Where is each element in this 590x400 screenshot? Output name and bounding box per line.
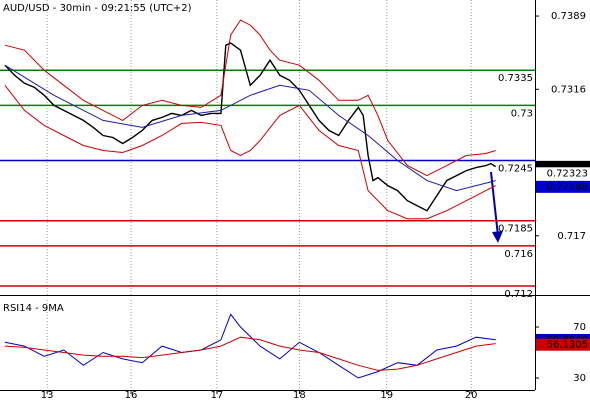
x-tick-label: 18 [293,390,306,400]
x-tick-label: 17 [211,390,224,400]
level-label: 0.7335 [498,73,533,84]
x-tick-label: 20 [465,390,478,400]
arrow-head [492,231,503,243]
panel-title: AUD/USD - 30min - 09:21:55 (UTC+2) [3,3,192,14]
price-marker-label: 56.1305 [547,340,588,351]
level-label: 0.712 [504,289,533,300]
price-marker [536,167,590,180]
series-line [4,336,496,371]
y-tick-label: 0.717 [557,231,586,242]
x-tick-label: 19 [380,390,393,400]
price-marker [536,180,590,193]
level-label: 0.7185 [498,224,533,235]
series-line [4,42,497,212]
x-tick-label: 16 [125,390,138,400]
projection-arrow [490,171,499,237]
price-marker [536,338,590,351]
level-label: 0.716 [504,249,533,260]
price-marker-label: 0.72188 [547,182,588,193]
series-line [4,64,496,192]
series-line [4,84,496,220]
y-tick-label: 30 [573,373,586,384]
y-tick-label: 0.7316 [551,84,586,95]
x-tick-label: 13 [41,390,54,400]
level-label: 0.73 [511,108,533,119]
series-line [4,19,496,177]
y-tick-label: 0.7389 [551,11,586,22]
price-marker-label: 0.72323 [547,168,588,179]
level-label: 0.7245 [498,164,533,175]
series-line [4,313,496,379]
panel-title: RSI14 - 9MA [3,303,64,314]
y-tick-label: 70 [573,322,586,333]
